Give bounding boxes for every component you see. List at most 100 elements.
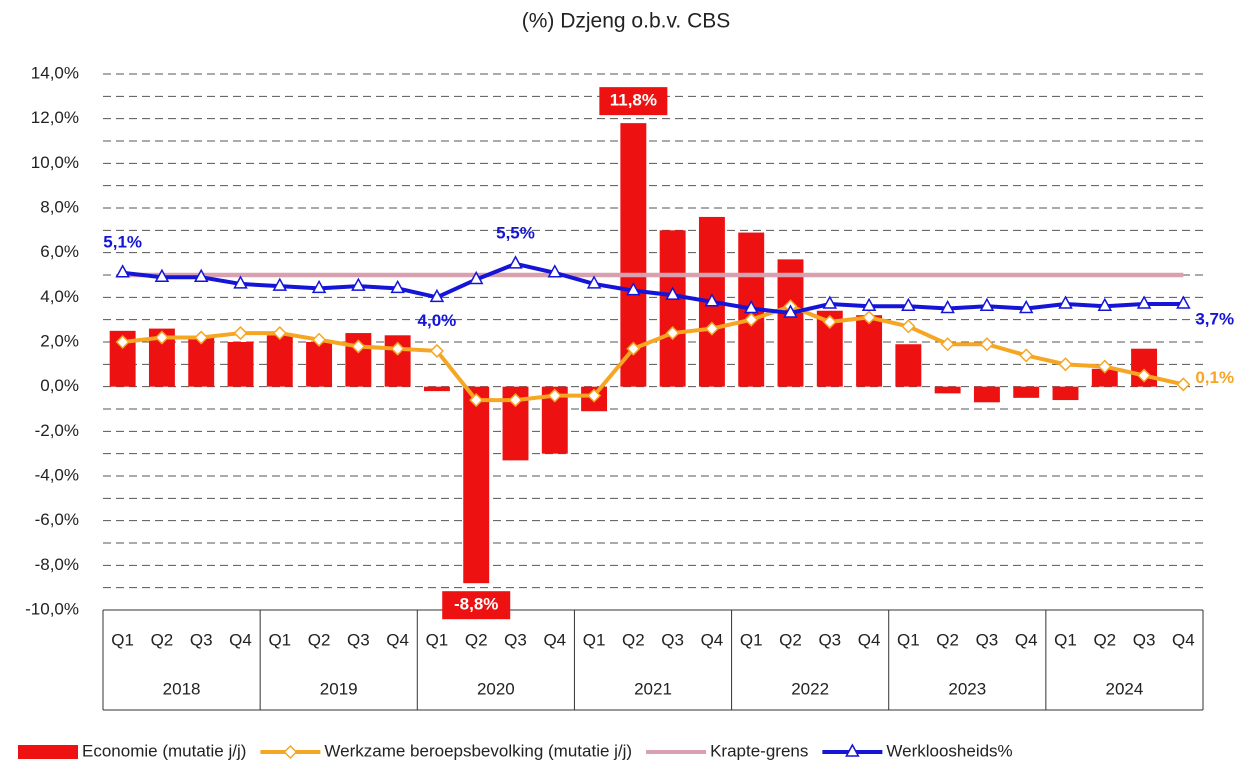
marker <box>861 297 877 312</box>
marker <box>783 304 798 318</box>
bar <box>895 344 922 387</box>
y-tick-label: 0,0% <box>40 376 79 395</box>
marker <box>272 326 287 341</box>
y-tick-label: -10,0% <box>25 599 79 618</box>
marker <box>272 277 288 291</box>
bar <box>1091 368 1118 387</box>
marker <box>1058 357 1073 372</box>
y-tick-label: 10,0% <box>31 153 79 172</box>
data-label: 3,7% <box>1195 310 1234 329</box>
bar <box>659 230 686 387</box>
data-label-box <box>599 87 668 116</box>
marker <box>193 268 209 282</box>
marker <box>1018 299 1034 314</box>
x-tick-label: Q3 <box>818 630 841 649</box>
marker <box>979 337 994 352</box>
data-label: 4,0% <box>418 311 457 330</box>
marker <box>940 299 955 314</box>
legend-marker <box>845 743 860 757</box>
x-tick-label: Q2 <box>465 630 488 649</box>
x-tick-label: Q4 <box>701 630 724 649</box>
data-label: 0,1% <box>1195 368 1234 387</box>
line-series <box>122 261 1184 315</box>
marker <box>312 332 327 347</box>
legend-marker <box>283 744 298 760</box>
bar <box>463 386 490 584</box>
legend-label: Economie (mutatie j/j) <box>82 741 246 760</box>
x-tick-label: Q4 <box>386 630 409 649</box>
x-tick-label: Q4 <box>229 630 252 649</box>
marker <box>429 288 445 303</box>
marker <box>626 282 641 296</box>
marker <box>1136 295 1152 309</box>
bar <box>1013 386 1040 398</box>
marker <box>901 319 916 334</box>
x-tick-label: Q1 <box>111 630 134 649</box>
y-tick-label: 2,0% <box>40 331 79 350</box>
marker <box>429 343 444 358</box>
marker <box>979 297 995 312</box>
x-tick-label: Q4 <box>1015 630 1038 649</box>
line-series <box>122 304 1184 403</box>
marker <box>1097 359 1112 374</box>
marker <box>665 326 680 341</box>
x-tick-label: Q4 <box>543 630 566 649</box>
marker <box>1019 348 1034 363</box>
x-tick-label: Q2 <box>936 630 959 649</box>
marker <box>743 299 759 314</box>
marker <box>508 255 523 269</box>
x-tick-label: Q3 <box>976 630 999 649</box>
marker <box>115 264 130 278</box>
y-tick-label: 8,0% <box>40 197 79 216</box>
marker <box>822 295 838 309</box>
marker <box>311 279 327 294</box>
bar <box>973 386 1000 403</box>
legend: Economie (mutatie j/j) Werkzame beroepsbe… <box>18 741 1013 760</box>
y-tick-label: 6,0% <box>40 242 79 261</box>
y-tick-label: -2,0% <box>35 421 79 440</box>
bar <box>856 315 883 387</box>
marker <box>744 312 759 327</box>
marker <box>1176 295 1191 309</box>
legend-label: Krapte-grens <box>710 741 808 760</box>
x-tick-label: Q1 <box>426 630 449 649</box>
marker <box>1137 368 1152 383</box>
marker <box>901 297 916 312</box>
chart-title: (%) Dzjeng o.b.v. CBS <box>522 10 731 33</box>
x-group-label: 2023 <box>948 679 986 698</box>
data-label-box <box>442 591 511 620</box>
x-tick-label: Q3 <box>661 630 684 649</box>
x-tick-label: Q2 <box>622 630 645 649</box>
legend-label: Werkloosheids% <box>886 741 1012 760</box>
marker <box>547 264 563 278</box>
bar <box>423 386 450 392</box>
marker <box>390 279 405 294</box>
x-tick-label: Q2 <box>308 630 331 649</box>
marker <box>940 337 955 352</box>
x-group-label: 2018 <box>163 679 201 698</box>
x-tick-label: Q3 <box>1133 630 1156 649</box>
marker <box>704 293 720 307</box>
bar <box>934 386 961 394</box>
x-tick-label: Q2 <box>1093 630 1116 649</box>
marker <box>1176 377 1191 392</box>
x-group-label: 2021 <box>634 679 672 698</box>
x-tick-label: Q2 <box>779 630 802 649</box>
marker <box>390 341 405 356</box>
marker <box>115 334 130 350</box>
data-label: -8,8% <box>454 595 498 614</box>
x-group-label: 2019 <box>320 679 358 698</box>
x-tick-label: Q1 <box>1054 630 1077 649</box>
marker <box>704 321 719 336</box>
marker <box>586 275 602 289</box>
x-tick-label: Q3 <box>504 630 527 649</box>
marker <box>154 330 169 345</box>
y-tick-label: -8,0% <box>35 555 79 574</box>
y-tick-label: -6,0% <box>35 510 79 529</box>
legend-label: Werkzame beroepsbevolking (mutatie j/j) <box>324 741 632 760</box>
marker <box>469 393 484 408</box>
x-tick-label: Q2 <box>151 630 174 649</box>
legend-swatch <box>18 745 78 759</box>
x-tick-label: Q3 <box>347 630 370 649</box>
bar <box>188 337 215 387</box>
